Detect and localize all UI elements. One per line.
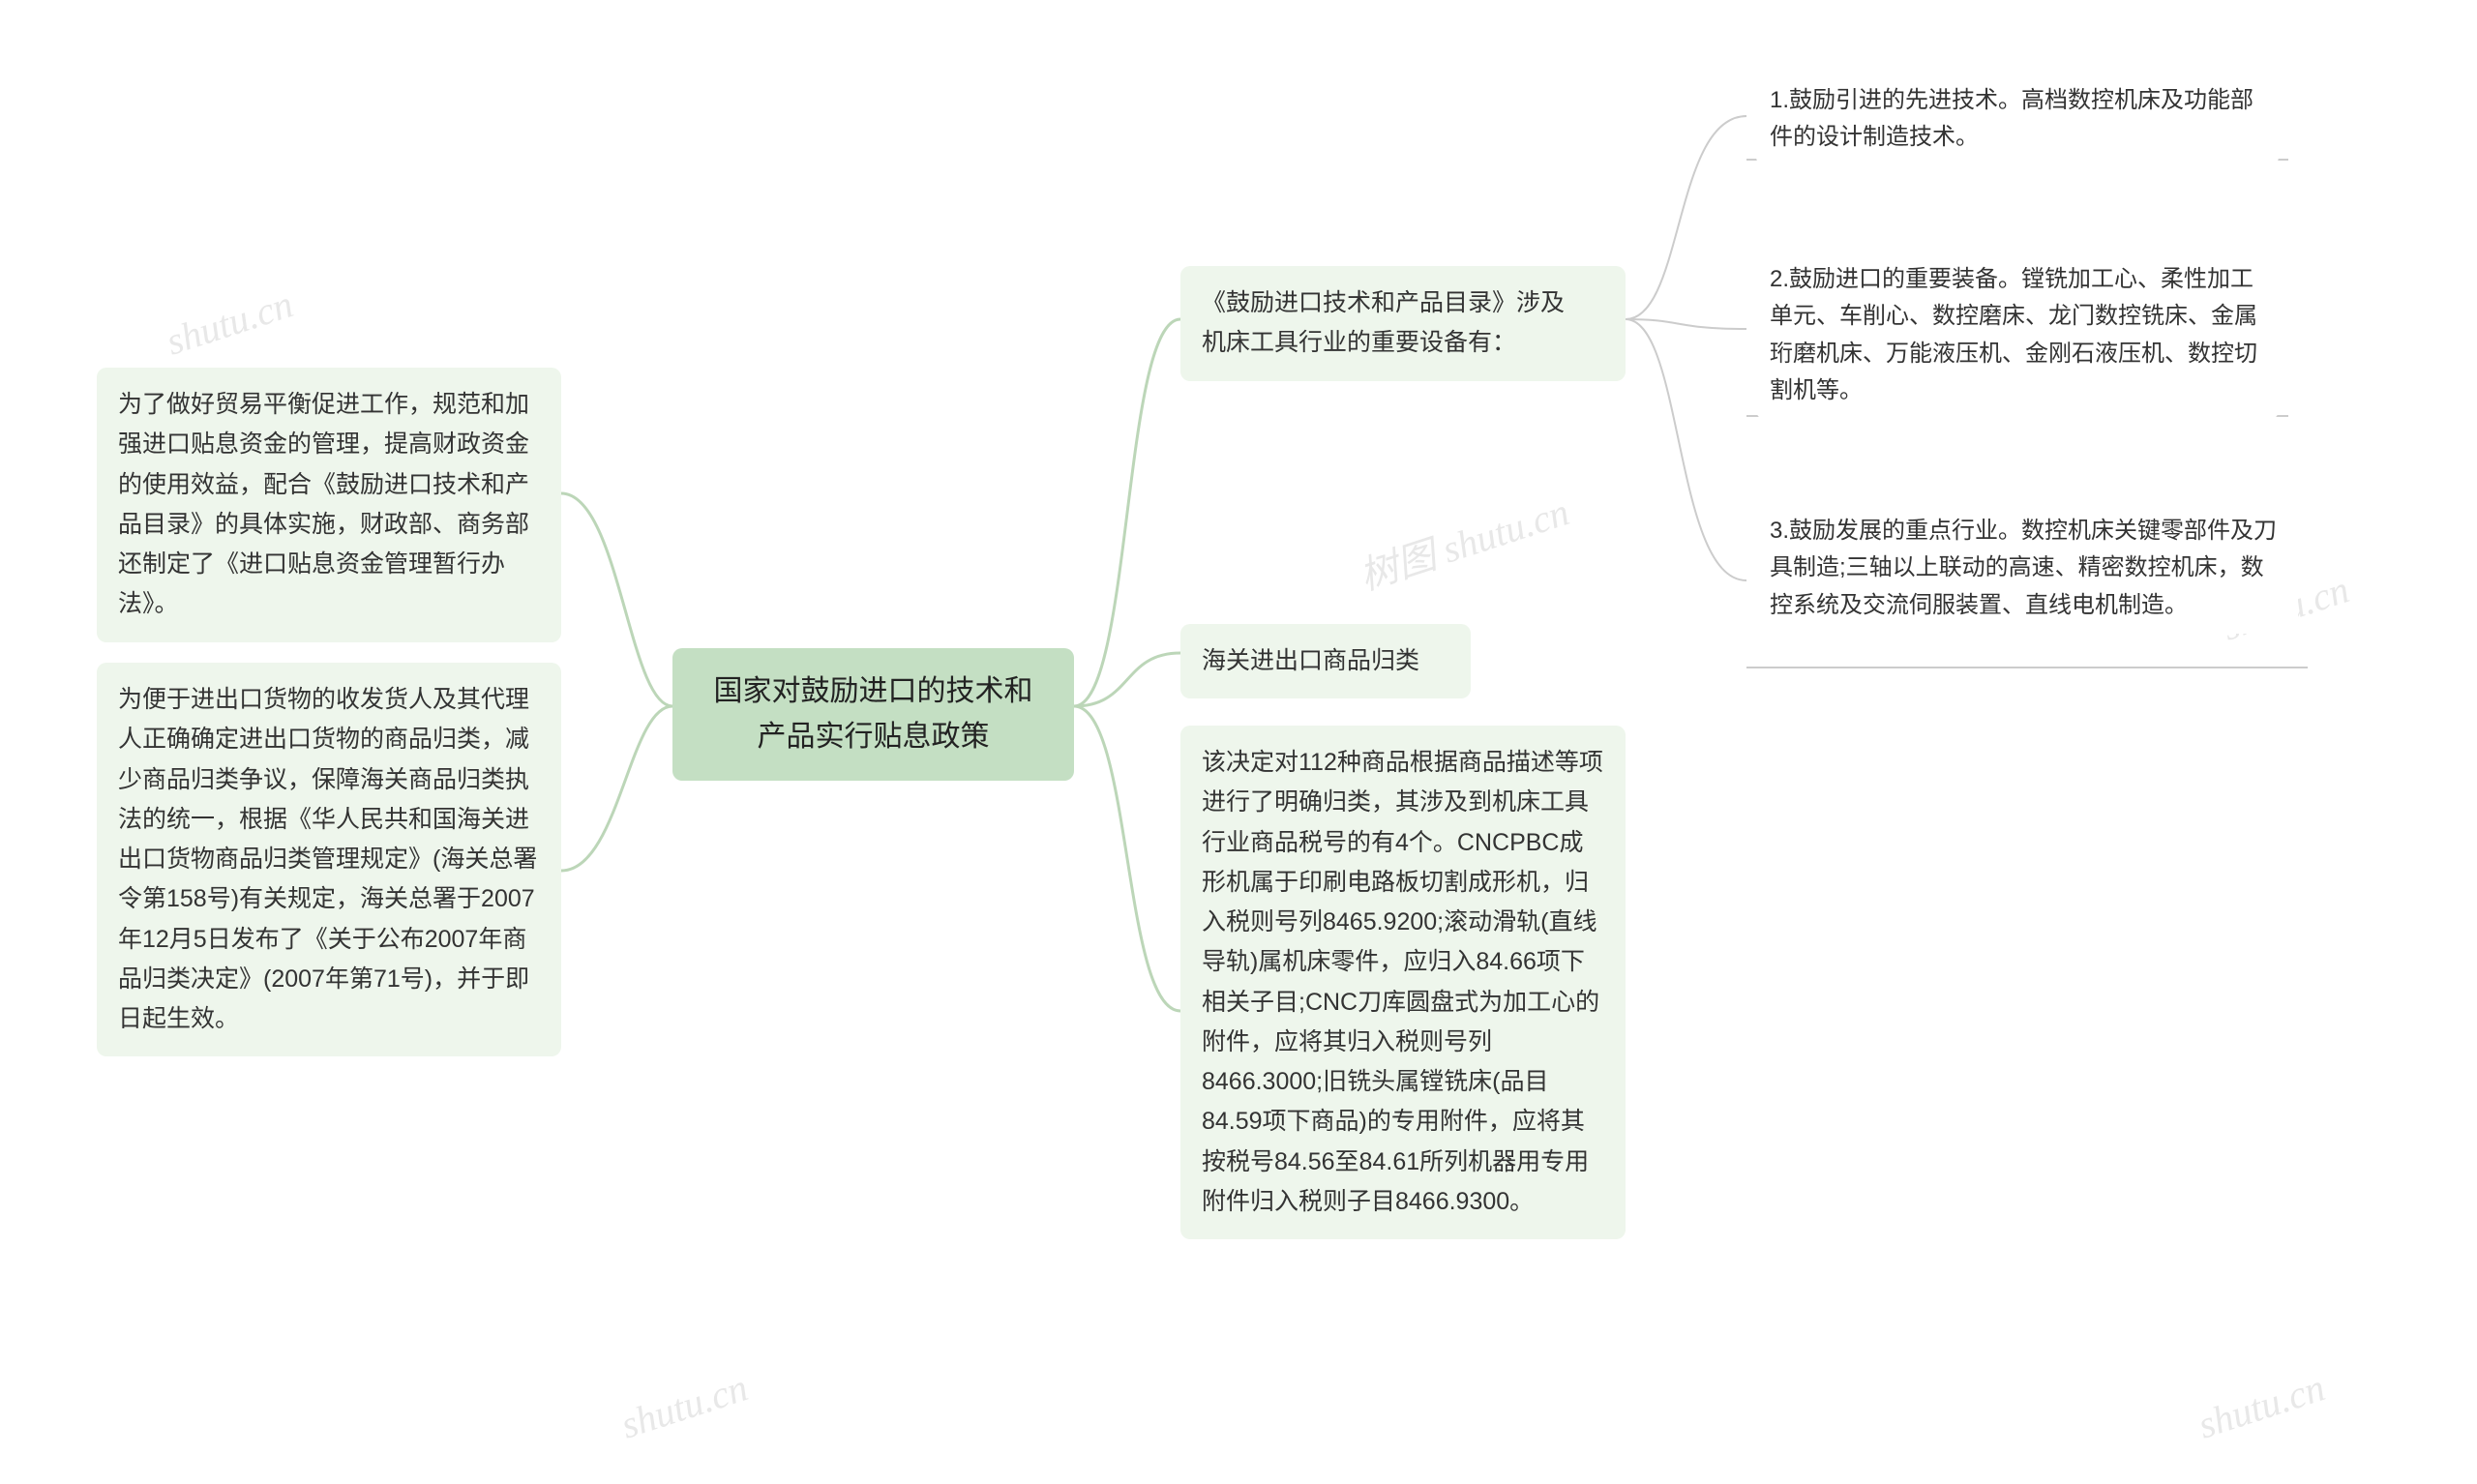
center-node: 国家对鼓励进口的技术和 产品实行贴息政策 [672,648,1074,781]
center-line2: 产品实行贴息政策 [758,721,990,753]
leaf-1-text: 1.鼓励引进的先进技术。高档数控机床及功能部件的设计制造技术。 [1770,87,2253,150]
watermark: shutu.cn [161,281,298,364]
left-node-1-text: 为了做好贸易平衡促进工作，规范和加强进口贴息资金的管理，提高财政资金的使用效益，… [118,391,529,617]
left-node-1: 为了做好贸易平衡促进工作，规范和加强进口贴息资金的管理，提高财政资金的使用效益，… [97,368,561,642]
watermark: 树图 shutu.cn [1352,481,1575,602]
center-line1: 国家对鼓励进口的技术和 [714,675,1033,707]
leaf-node-3: 3.鼓励发展的重点行业。数控机床关键零部件及刀具制造;三轴以上联动的高速、精密数… [1756,503,2298,634]
right-node-1-line2: 机床工具行业的重要设备有： [1202,329,1516,356]
left-node-2-text: 为便于进出口货物的收发货人及其代理人正确确定进出口货物的商品归类，减少商品归类争… [118,686,537,1032]
right-node-2: 海关进出口商品归类 [1180,624,1471,698]
leaf-2-text: 2.鼓励进口的重要装备。镗铣加工心、柔性加工单元、车削心、数控磨床、龙门数控铣床… [1770,266,2257,403]
right-node-1: 《鼓励进口技术和产品目录》涉及 机床工具行业的重要设备有： [1180,266,1626,381]
leaf-node-1: 1.鼓励引进的先进技术。高档数控机床及功能部件的设计制造技术。 [1756,73,2279,166]
right-node-1-line1: 《鼓励进口技术和产品目录》涉及 [1202,289,1565,316]
watermark: shutu.cn [2193,1364,2330,1447]
right-node-2-text: 海关进出口商品归类 [1202,647,1419,674]
right-node-3: 该决定对112种商品根据商品描述等项进行了明确归类，其涉及到机床工具行业商品税号… [1180,726,1626,1239]
leaf-3-text: 3.鼓励发展的重点行业。数控机床关键零部件及刀具制造;三轴以上联动的高速、精密数… [1770,518,2277,618]
right-node-3-text: 该决定对112种商品根据商品描述等项进行了明确归类，其涉及到机床工具行业商品税号… [1202,749,1603,1215]
leaf-node-2: 2.鼓励进口的重要装备。镗铣加工心、柔性加工单元、车削心、数控磨床、龙门数控铣床… [1756,252,2279,420]
watermark: shutu.cn [615,1364,753,1447]
left-node-2: 为便于进出口货物的收发货人及其代理人正确确定进出口货物的商品归类，减少商品归类争… [97,663,561,1056]
